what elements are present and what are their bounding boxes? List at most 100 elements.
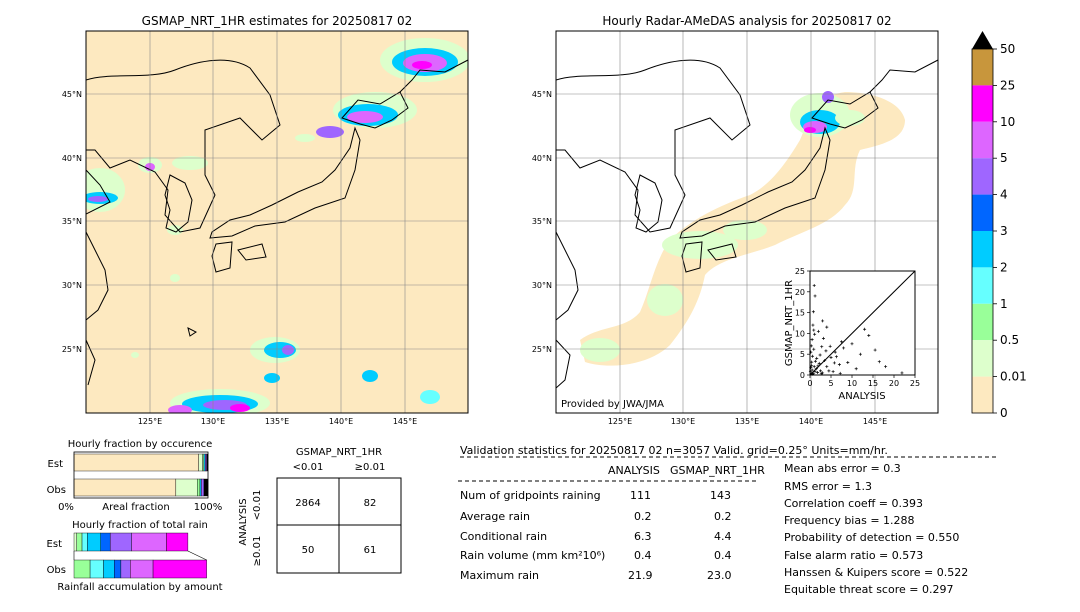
- rain-fraction-segment: [76, 532, 83, 552]
- scatter-point: [834, 355, 838, 359]
- scatter-point: [819, 372, 823, 376]
- score-line: Probability of detection = 0.550: [784, 531, 960, 544]
- lon-label: 145°E: [863, 417, 887, 426]
- occurrence-row-est: Est: [48, 459, 64, 470]
- scatter-point: [842, 346, 846, 350]
- lon-label: 145°E: [393, 417, 417, 426]
- colorbar-label: 3: [1000, 224, 1008, 238]
- lat-label: 25°N: [62, 345, 82, 354]
- rain-fraction-title: Hourly fraction of total rain: [72, 520, 208, 531]
- scatter-point: [813, 359, 817, 363]
- occurrence-segment: [73, 478, 177, 497]
- rain-fraction-chart: Hourly fraction of total rain Est Obs Ra…: [47, 520, 223, 593]
- contingency-col-label: ≥0.01: [355, 462, 386, 473]
- rain-fraction-segment: [130, 559, 154, 579]
- occurrence-segment: [205, 453, 207, 472]
- scatter-point: [818, 353, 822, 357]
- scatter-xlabel: ANALYSIS: [838, 391, 885, 402]
- rain-fraction-segment: [113, 559, 122, 579]
- scatter-point: [900, 371, 904, 375]
- colorbar-swatch: [972, 376, 993, 413]
- scatter-ticks: 0 5 10 15 20 25 0 5 10 15 20 25: [795, 267, 920, 388]
- scatter-point: [831, 370, 835, 374]
- scatter-point: [867, 333, 871, 337]
- score-line: Equitable threat score = 0.297: [784, 583, 954, 596]
- colorbar-label: 0.01: [1000, 370, 1027, 384]
- occurrence-row-obs: Obs: [47, 485, 66, 496]
- scatter-point: [820, 345, 824, 349]
- scatter-point: [810, 363, 814, 367]
- rain-fraction-segment: [120, 559, 131, 579]
- scatter-point: [873, 348, 877, 352]
- stats-row-gsmap: 143: [710, 489, 731, 502]
- scatter-point: [812, 365, 816, 369]
- lon-label: 140°E: [799, 417, 823, 426]
- scatter-point: [813, 332, 817, 336]
- colorbar-label: 25: [1000, 78, 1015, 92]
- occurrence-segment: [203, 453, 206, 472]
- scatter-point: [858, 352, 862, 356]
- scatter-ytick-label: 25: [795, 267, 805, 276]
- scatter-point: [811, 354, 815, 358]
- scatter-ytick-label: 15: [795, 309, 805, 318]
- colorbar-over-arrow: [972, 31, 993, 49]
- lon-label: 125°E: [138, 417, 162, 426]
- occurrence-xlabel: Areal fraction: [102, 502, 169, 513]
- rain-fraction-segment: [152, 559, 207, 579]
- scatter-point: [827, 369, 831, 373]
- contingency-title: GSMAP_NRT_1HR: [296, 447, 382, 458]
- scatter-ytick-label: 5: [800, 350, 805, 359]
- scatter-point: [824, 349, 828, 353]
- scatter-point: [821, 336, 825, 340]
- occurrence-title: Hourly fraction by occurence: [68, 439, 212, 450]
- lat-label: 40°N: [532, 154, 552, 163]
- scatter-point: [816, 329, 820, 333]
- rain-fraction-segment: [73, 532, 77, 552]
- stats-row-label: Num of gridpoints raining: [460, 489, 601, 502]
- rain-fraction-segment: [73, 559, 91, 579]
- contingency-col-label: <0.01: [293, 462, 324, 473]
- rain-fraction-bars: [73, 532, 207, 579]
- occurrence-frame: [73, 451, 209, 499]
- scatter-point: [812, 284, 816, 288]
- scatter-point: [811, 372, 815, 376]
- stats-header: Validation statistics for 20250817 02 n=…: [460, 444, 888, 457]
- rain-fraction-xlabel: Rainfall accumulation by amount: [57, 582, 222, 593]
- left-map-rain-field: [86, 38, 468, 413]
- contingency-cell: 61: [364, 545, 377, 556]
- scatter-point: [821, 319, 825, 323]
- scatter-point: [812, 347, 816, 351]
- scatter-point: [808, 369, 812, 373]
- lon-label: 125°E: [608, 417, 632, 426]
- score-line: Hanssen & Kuipers score = 0.522: [784, 566, 969, 579]
- rain-row-obs: Obs: [47, 565, 66, 576]
- colorbar-label: 0.5: [1000, 333, 1019, 347]
- lat-label: 25°N: [532, 345, 552, 354]
- lat-label: 40°N: [62, 154, 82, 163]
- stats-row-gsmap: 23.0: [707, 569, 732, 582]
- contingency-cell: 50: [302, 545, 315, 556]
- scatter-point: [840, 340, 843, 344]
- occurrence-tick-100: 100%: [194, 502, 223, 513]
- colorbar-labels: 50 25 10 5 4 3 2 1 0.5 0.01 0: [993, 42, 1027, 420]
- scatter-point: [816, 371, 820, 375]
- scatter-point: [823, 358, 827, 362]
- left-map-gridlines: [86, 31, 468, 413]
- stats-row-gsmap: 4.4: [714, 530, 732, 543]
- colorbar-label: 1: [1000, 297, 1008, 311]
- scatter-point: [810, 360, 814, 364]
- rain-fraction-segment: [109, 532, 132, 552]
- stats-row-analysis: 6.3: [634, 530, 652, 543]
- scatter-inset: 0 5 10 15 20 25 0 5 10 15 20 25 ANALYSIS GSMAP_NRT_…: [784, 267, 920, 402]
- colorbar-label: 0: [1000, 406, 1008, 420]
- right-map-title: Hourly Radar-AMeDAS analysis for 2025081…: [602, 14, 891, 28]
- scatter-xtick-label: 15: [868, 379, 878, 388]
- colorbar-label: 4: [1000, 188, 1008, 202]
- colorbar-label: 5: [1000, 151, 1008, 165]
- contingency-cell: 2864: [295, 498, 320, 509]
- lon-label: 135°E: [265, 417, 289, 426]
- occurrence-segment: [197, 478, 201, 497]
- scatter-ytick-label: 0: [800, 371, 805, 380]
- scatter-point: [809, 366, 813, 370]
- rain-fraction-connector: [187, 550, 207, 561]
